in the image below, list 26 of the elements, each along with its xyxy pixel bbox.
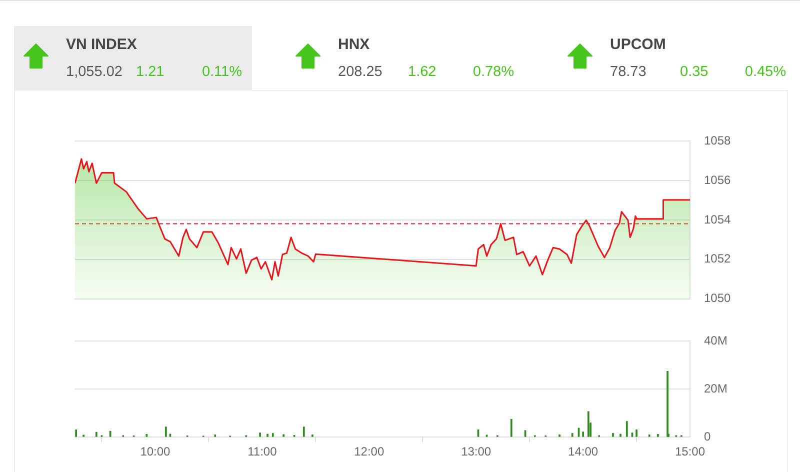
x-tick-label: 12:00 (354, 444, 384, 459)
text: 1.62 (408, 64, 436, 80)
text: 1,055.02 (66, 64, 122, 80)
y-tick-label: 0 (704, 429, 711, 444)
x-tick-label: 14:00 (568, 444, 598, 459)
text: 0.78% (472, 64, 514, 80)
y-tick-label: 40M (704, 334, 728, 348)
x-tick-label: 11:00 (248, 444, 278, 459)
text: 0.35 (680, 64, 708, 80)
text: 1.21 (136, 64, 164, 80)
y-tick-label: 1052 (704, 252, 732, 266)
y-tick-label: 1058 (704, 134, 732, 148)
y-tick-label: 1054 (704, 212, 732, 226)
category-label: UPCOM (610, 36, 666, 53)
y-tick-label: 20M (704, 381, 728, 396)
text: 78.73 (610, 64, 646, 80)
x-tick-label: 15:00 (674, 444, 706, 459)
y-tick-label: 1050 (704, 291, 732, 306)
category-label: HNX (338, 36, 370, 53)
text: 0.45% (744, 64, 786, 80)
text: 208.25 (338, 64, 382, 80)
category-label: VN INDEX (66, 36, 137, 53)
x-tick-label: 13:00 (461, 444, 492, 459)
y-tick-label: 1056 (704, 172, 732, 187)
x-tick-label: 10:00 (140, 444, 171, 459)
text: 0.11% (202, 64, 242, 80)
